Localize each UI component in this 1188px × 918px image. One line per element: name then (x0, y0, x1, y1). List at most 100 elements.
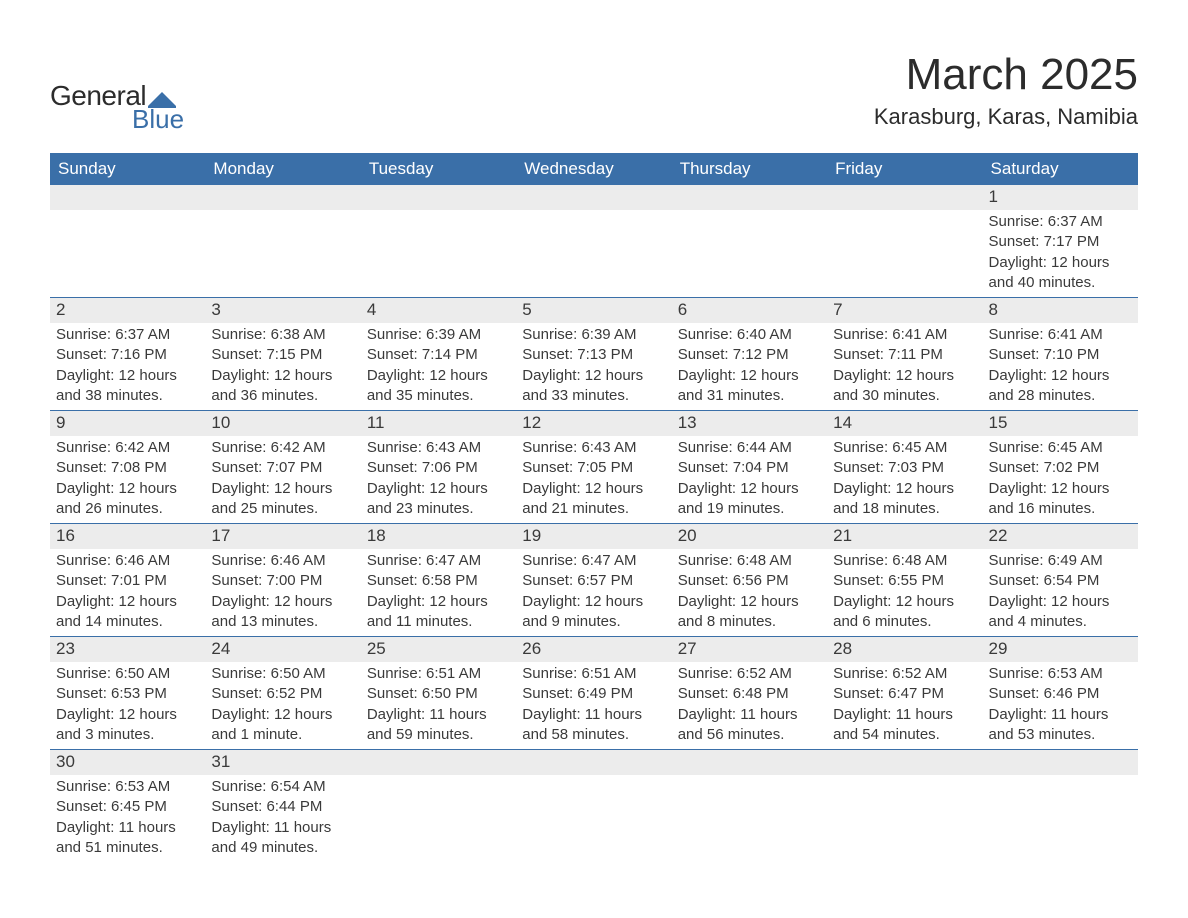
daylight-line: Daylight: 12 hours and 14 minutes. (56, 592, 199, 633)
day-body: Sunrise: 6:45 AMSunset: 7:03 PMDaylight:… (827, 436, 982, 523)
day-body (672, 210, 827, 292)
calendar-cell: 6Sunrise: 6:40 AMSunset: 7:12 PMDaylight… (672, 298, 827, 411)
day-body: Sunrise: 6:38 AMSunset: 7:15 PMDaylight:… (205, 323, 360, 410)
daylight-line: Daylight: 12 hours and 13 minutes. (211, 592, 354, 633)
daylight-line: Daylight: 12 hours and 30 minutes. (833, 366, 976, 407)
sunrise-line: Sunrise: 6:51 AM (367, 664, 510, 684)
sunrise-line: Sunrise: 6:49 AM (989, 551, 1132, 571)
day-number: 6 (672, 298, 827, 323)
day-number: 11 (361, 411, 516, 436)
sunset-line: Sunset: 7:12 PM (678, 345, 821, 365)
day-number: 27 (672, 637, 827, 662)
calendar-cell (516, 750, 671, 863)
day-body: Sunrise: 6:51 AMSunset: 6:49 PMDaylight:… (516, 662, 671, 749)
day-number: 4 (361, 298, 516, 323)
day-body (516, 775, 671, 781)
day-number: 20 (672, 524, 827, 549)
day-number (205, 185, 360, 210)
sunrise-line: Sunrise: 6:43 AM (367, 438, 510, 458)
sunset-line: Sunset: 7:10 PM (989, 345, 1132, 365)
daylight-line: Daylight: 12 hours and 21 minutes. (522, 479, 665, 520)
header: General Blue March 2025 Karasburg, Karas… (50, 50, 1138, 135)
calendar-cell: 17Sunrise: 6:46 AMSunset: 7:00 PMDayligh… (205, 524, 360, 637)
month-title: March 2025 (874, 50, 1138, 100)
daylight-line: Daylight: 12 hours and 6 minutes. (833, 592, 976, 633)
sunset-line: Sunset: 7:14 PM (367, 345, 510, 365)
sunset-line: Sunset: 7:00 PM (211, 571, 354, 591)
calendar-week: 1Sunrise: 6:37 AMSunset: 7:17 PMDaylight… (50, 185, 1138, 298)
calendar-cell (827, 185, 982, 298)
calendar-table: SundayMondayTuesdayWednesdayThursdayFrid… (50, 153, 1138, 862)
calendar-cell: 14Sunrise: 6:45 AMSunset: 7:03 PMDayligh… (827, 411, 982, 524)
daylight-line: Daylight: 12 hours and 31 minutes. (678, 366, 821, 407)
sunset-line: Sunset: 6:55 PM (833, 571, 976, 591)
calendar-cell (50, 185, 205, 298)
day-number: 14 (827, 411, 982, 436)
calendar-cell: 10Sunrise: 6:42 AMSunset: 7:07 PMDayligh… (205, 411, 360, 524)
daylight-line: Daylight: 12 hours and 23 minutes. (367, 479, 510, 520)
sunset-line: Sunset: 6:54 PM (989, 571, 1132, 591)
weekday-header: Saturday (983, 153, 1138, 185)
calendar-cell: 11Sunrise: 6:43 AMSunset: 7:06 PMDayligh… (361, 411, 516, 524)
day-body: Sunrise: 6:50 AMSunset: 6:53 PMDaylight:… (50, 662, 205, 749)
weekday-header: Wednesday (516, 153, 671, 185)
daylight-line: Daylight: 12 hours and 18 minutes. (833, 479, 976, 520)
day-number: 12 (516, 411, 671, 436)
calendar-cell: 3Sunrise: 6:38 AMSunset: 7:15 PMDaylight… (205, 298, 360, 411)
sunrise-line: Sunrise: 6:50 AM (211, 664, 354, 684)
day-number (983, 750, 1138, 775)
calendar-cell: 28Sunrise: 6:52 AMSunset: 6:47 PMDayligh… (827, 637, 982, 750)
daylight-line: Daylight: 12 hours and 28 minutes. (989, 366, 1132, 407)
calendar-cell (827, 750, 982, 863)
calendar-cell: 23Sunrise: 6:50 AMSunset: 6:53 PMDayligh… (50, 637, 205, 750)
sunrise-line: Sunrise: 6:44 AM (678, 438, 821, 458)
day-number (361, 185, 516, 210)
daylight-line: Daylight: 12 hours and 4 minutes. (989, 592, 1132, 633)
calendar-cell: 19Sunrise: 6:47 AMSunset: 6:57 PMDayligh… (516, 524, 671, 637)
sunset-line: Sunset: 7:05 PM (522, 458, 665, 478)
sunset-line: Sunset: 6:58 PM (367, 571, 510, 591)
day-body (827, 775, 982, 781)
day-body: Sunrise: 6:50 AMSunset: 6:52 PMDaylight:… (205, 662, 360, 749)
day-body: Sunrise: 6:43 AMSunset: 7:06 PMDaylight:… (361, 436, 516, 523)
sunrise-line: Sunrise: 6:53 AM (989, 664, 1132, 684)
weekday-header: Tuesday (361, 153, 516, 185)
daylight-line: Daylight: 12 hours and 38 minutes. (56, 366, 199, 407)
calendar-cell (516, 185, 671, 298)
calendar-week: 30Sunrise: 6:53 AMSunset: 6:45 PMDayligh… (50, 750, 1138, 863)
day-number: 17 (205, 524, 360, 549)
day-number (516, 750, 671, 775)
sunset-line: Sunset: 6:50 PM (367, 684, 510, 704)
calendar-header-row: SundayMondayTuesdayWednesdayThursdayFrid… (50, 153, 1138, 185)
day-number (361, 750, 516, 775)
day-body (361, 210, 516, 292)
sunset-line: Sunset: 7:11 PM (833, 345, 976, 365)
sunset-line: Sunset: 7:01 PM (56, 571, 199, 591)
day-body: Sunrise: 6:51 AMSunset: 6:50 PMDaylight:… (361, 662, 516, 749)
day-body: Sunrise: 6:40 AMSunset: 7:12 PMDaylight:… (672, 323, 827, 410)
sunrise-line: Sunrise: 6:46 AM (211, 551, 354, 571)
daylight-line: Daylight: 12 hours and 40 minutes. (989, 253, 1132, 294)
day-body: Sunrise: 6:47 AMSunset: 6:58 PMDaylight:… (361, 549, 516, 636)
day-body: Sunrise: 6:41 AMSunset: 7:10 PMDaylight:… (983, 323, 1138, 410)
day-number: 19 (516, 524, 671, 549)
sunrise-line: Sunrise: 6:45 AM (989, 438, 1132, 458)
day-number (827, 750, 982, 775)
day-body: Sunrise: 6:46 AMSunset: 7:01 PMDaylight:… (50, 549, 205, 636)
daylight-line: Daylight: 12 hours and 16 minutes. (989, 479, 1132, 520)
location: Karasburg, Karas, Namibia (874, 104, 1138, 130)
sunset-line: Sunset: 7:04 PM (678, 458, 821, 478)
calendar-week: 16Sunrise: 6:46 AMSunset: 7:01 PMDayligh… (50, 524, 1138, 637)
day-body: Sunrise: 6:48 AMSunset: 6:56 PMDaylight:… (672, 549, 827, 636)
day-body: Sunrise: 6:37 AMSunset: 7:16 PMDaylight:… (50, 323, 205, 410)
daylight-line: Daylight: 12 hours and 25 minutes. (211, 479, 354, 520)
calendar-cell: 29Sunrise: 6:53 AMSunset: 6:46 PMDayligh… (983, 637, 1138, 750)
sunrise-line: Sunrise: 6:53 AM (56, 777, 199, 797)
calendar-cell: 24Sunrise: 6:50 AMSunset: 6:52 PMDayligh… (205, 637, 360, 750)
daylight-line: Daylight: 12 hours and 3 minutes. (56, 705, 199, 746)
sunrise-line: Sunrise: 6:46 AM (56, 551, 199, 571)
sunrise-line: Sunrise: 6:47 AM (522, 551, 665, 571)
calendar-cell: 5Sunrise: 6:39 AMSunset: 7:13 PMDaylight… (516, 298, 671, 411)
day-body: Sunrise: 6:53 AMSunset: 6:45 PMDaylight:… (50, 775, 205, 862)
day-number: 3 (205, 298, 360, 323)
